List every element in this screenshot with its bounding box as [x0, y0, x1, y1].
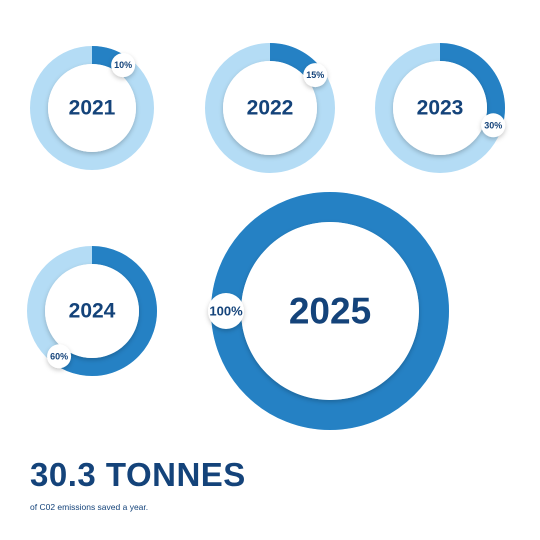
- donut-year-label: 2024: [69, 300, 116, 323]
- donut-year-label: 2021: [69, 97, 116, 120]
- donut-2023: 2023 30%: [375, 43, 506, 173]
- percent-label: 10%: [114, 60, 132, 70]
- percent-bubble: [481, 113, 506, 138]
- percent-bubble: [303, 63, 328, 88]
- percent-label: 15%: [306, 70, 324, 80]
- donut-center: [45, 264, 139, 358]
- donut-year-label: 2023: [417, 97, 464, 120]
- donut-2021: 2021 10%: [30, 46, 154, 170]
- percent-label: 30%: [484, 120, 502, 130]
- donut-value-arc: [53, 246, 157, 376]
- donut-2024: 2024 60%: [27, 246, 157, 376]
- donut-center: [48, 64, 136, 152]
- donut-2022: 2022 15%: [205, 43, 335, 173]
- percent-label: 100%: [209, 304, 243, 319]
- savings-headline: 30.3 TONNES: [30, 456, 246, 493]
- donut-value-arc: [439, 43, 505, 129]
- percent-bubble: [111, 53, 136, 78]
- donut-year-label: 2025: [289, 291, 371, 332]
- donut-center: [241, 222, 419, 400]
- donut-year-label: 2022: [247, 97, 294, 120]
- donut-center: [393, 61, 487, 155]
- donut-center: [223, 61, 317, 155]
- percent-bubble: [208, 293, 244, 329]
- percent-label: 60%: [50, 351, 68, 361]
- percent-bubble: [47, 344, 72, 369]
- savings-caption: of C02 emissions saved a year.: [30, 502, 149, 512]
- donut-2025: 2025 100%: [208, 192, 449, 430]
